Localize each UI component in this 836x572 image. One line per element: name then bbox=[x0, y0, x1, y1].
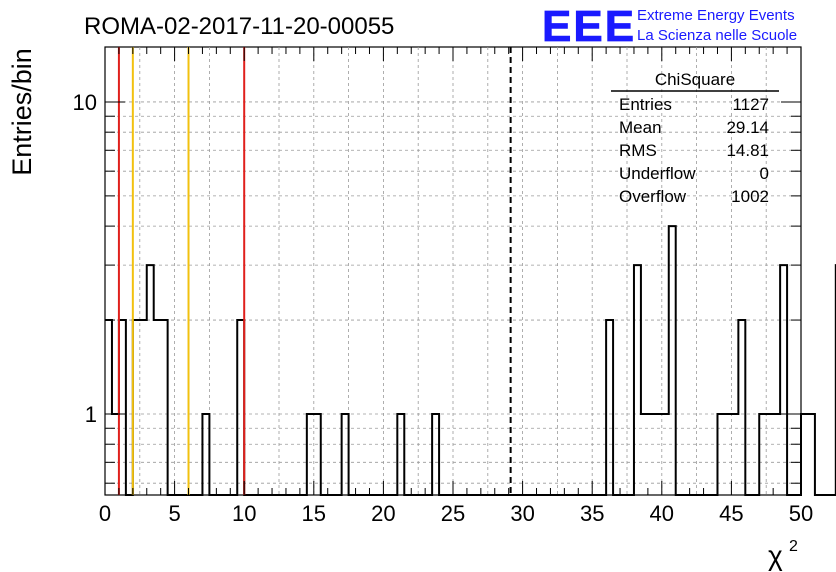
axes: 0 5 10 15 20 25 30 35 40 45 50 1 10 bbox=[73, 47, 813, 526]
x-tick-label: 40 bbox=[650, 501, 674, 526]
y-axis-label: Entries/bin bbox=[7, 48, 37, 176]
x-tick-label: 50 bbox=[789, 501, 813, 526]
stats-box: ChiSquare Entries 1127 Mean 29.14 RMS 14… bbox=[611, 70, 779, 206]
stats-label-overflow: Overflow bbox=[619, 187, 687, 206]
stats-label-entries: Entries bbox=[619, 95, 672, 114]
y-tick-label: 1 bbox=[85, 402, 97, 427]
x-tick-label: 5 bbox=[168, 501, 180, 526]
stats-label-rms: RMS bbox=[619, 141, 657, 160]
x-axis-label-base: χ bbox=[768, 540, 783, 571]
x-tick-label: 45 bbox=[719, 501, 743, 526]
logo-line-1: Extreme Energy Events bbox=[637, 7, 795, 24]
stats-box-title: ChiSquare bbox=[655, 70, 735, 89]
stats-value-overflow: 1002 bbox=[731, 187, 769, 206]
x-tick-label: 10 bbox=[232, 501, 256, 526]
chart-title: ROMA-02-2017-11-20-00055 bbox=[84, 13, 394, 40]
stats-value-underflow: 0 bbox=[760, 164, 769, 183]
stats-label-mean: Mean bbox=[619, 118, 662, 137]
eee-logo-mark: EEE bbox=[542, 2, 636, 51]
x-tick-label: 15 bbox=[302, 501, 326, 526]
logo-line-2: La Scienza nelle Scuole bbox=[637, 27, 797, 44]
histogram-bin bbox=[808, 414, 815, 495]
x-tick-label: 30 bbox=[510, 501, 534, 526]
stats-value-entries: 1127 bbox=[732, 95, 769, 114]
x-tick-label: 35 bbox=[580, 501, 604, 526]
x-tick-label: 20 bbox=[371, 501, 395, 526]
x-axis-label: χ 2 bbox=[768, 538, 798, 571]
histogram-step-line bbox=[105, 225, 836, 496]
x-axis-label-superscript: 2 bbox=[789, 538, 798, 555]
stats-value-mean: 29.14 bbox=[726, 118, 769, 137]
stats-label-underflow: Underflow bbox=[619, 164, 696, 183]
y-tick-label: 10 bbox=[73, 90, 97, 115]
histogram-bars bbox=[105, 225, 836, 496]
histogram-bin bbox=[801, 414, 808, 495]
stats-value-rms: 14.81 bbox=[726, 141, 769, 160]
x-tick-label: 0 bbox=[99, 501, 111, 526]
reference-lines bbox=[117, 47, 512, 495]
x-tick-label: 25 bbox=[441, 501, 465, 526]
